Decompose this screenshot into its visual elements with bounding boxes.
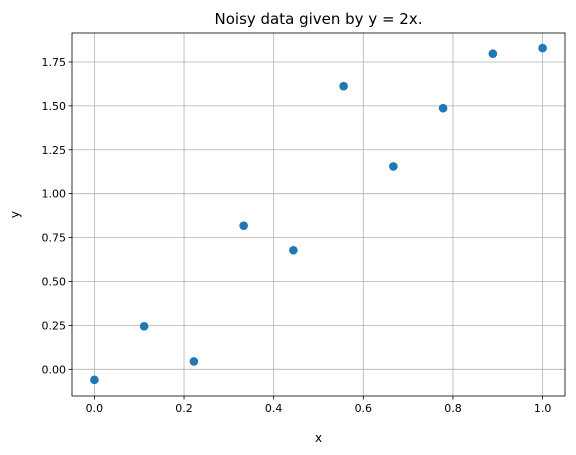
x-axis-label: x bbox=[315, 431, 322, 445]
data-point bbox=[289, 245, 298, 255]
x-tick-label: 0.8 bbox=[444, 402, 462, 415]
y-tick-label: 1.50 bbox=[42, 100, 67, 113]
x-tick-label: 0.0 bbox=[86, 402, 104, 415]
y-tick-label: 0.50 bbox=[42, 275, 67, 288]
chart-title: Noisy data given by y = 2x. bbox=[215, 10, 423, 28]
grid-lines bbox=[72, 33, 565, 396]
data-point bbox=[189, 357, 199, 366]
y-tick-label: 1.75 bbox=[42, 56, 67, 69]
data-point bbox=[438, 103, 448, 113]
data-point bbox=[339, 81, 348, 91]
data-point bbox=[389, 162, 398, 171]
y-tick-label: 0.00 bbox=[42, 363, 67, 376]
y-tick-label: 1.25 bbox=[42, 144, 67, 157]
y-tick-label: 0.75 bbox=[42, 232, 67, 245]
x-tick-label: 0.6 bbox=[355, 402, 373, 415]
data-point bbox=[488, 49, 498, 59]
y-axis-ticks: 0.00 0.25 0.50 0.75 1.00 1.25 1.50 1.75 bbox=[42, 56, 72, 376]
x-tick-label: 0.2 bbox=[175, 402, 193, 415]
x-axis-ticks: 0.0 0.2 0.4 0.6 0.8 1.0 bbox=[86, 396, 552, 415]
data-point bbox=[90, 375, 99, 385]
y-axis-label: y bbox=[8, 211, 22, 218]
y-tick-label: 1.00 bbox=[42, 188, 67, 201]
plot-frame bbox=[71, 32, 566, 397]
data-point bbox=[139, 321, 149, 331]
x-tick-label: 1.0 bbox=[534, 402, 552, 415]
data-point bbox=[239, 221, 248, 230]
data-point bbox=[538, 43, 547, 53]
data-points bbox=[90, 43, 547, 385]
y-tick-label: 0.25 bbox=[42, 319, 67, 332]
x-tick-label: 0.4 bbox=[265, 402, 283, 415]
